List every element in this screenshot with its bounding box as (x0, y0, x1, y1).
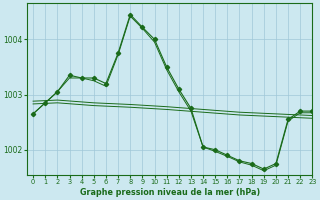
X-axis label: Graphe pression niveau de la mer (hPa): Graphe pression niveau de la mer (hPa) (80, 188, 260, 197)
